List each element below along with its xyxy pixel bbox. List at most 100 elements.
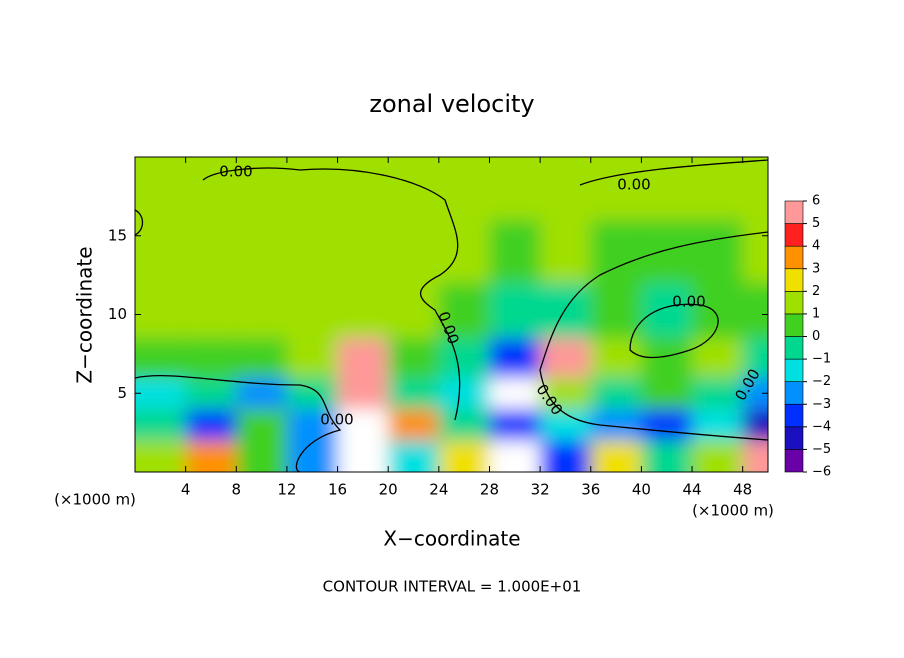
cell: [236, 409, 287, 441]
y-unit: (×1000 m): [54, 491, 136, 509]
cell: [236, 283, 287, 339]
cell: [692, 440, 743, 472]
y-tick-label: 5: [117, 384, 127, 402]
cell: [337, 338, 389, 378]
cell: [388, 377, 439, 409]
cell: [286, 377, 338, 409]
cell: [286, 157, 338, 220]
cell: [236, 440, 287, 472]
cell: [438, 377, 490, 409]
contour-label: 0.00: [672, 293, 705, 311]
cell: [337, 377, 389, 409]
cell: [742, 283, 768, 339]
cell: [388, 338, 439, 378]
cell: [742, 440, 768, 472]
contour-line: [135, 375, 342, 472]
cell: [337, 409, 389, 441]
cell: [185, 409, 237, 441]
contour-line: [202, 167, 461, 421]
cell: [590, 220, 642, 283]
cell: [185, 220, 237, 283]
x-tick-label: 8: [232, 481, 242, 499]
cell: [641, 220, 693, 283]
colorbar-label: −3: [812, 397, 831, 412]
cell: [540, 283, 591, 339]
colorbar-swatch: [784, 200, 804, 224]
colorbar-label: 1: [812, 306, 820, 321]
cell: [236, 338, 287, 378]
footnote: CONTOUR INTERVAL = 1.000E+01: [323, 578, 582, 596]
colorbar-swatch: [784, 449, 804, 473]
x-tick-label: 4: [181, 481, 191, 499]
colorbar-label: 6: [812, 194, 820, 209]
cell: [641, 440, 693, 472]
colorbar-label: −5: [812, 442, 831, 457]
colorbar-label: −6: [812, 465, 831, 480]
cell: [438, 157, 490, 220]
cell: [286, 440, 338, 472]
colorbar-label: 0: [812, 329, 820, 344]
cell: [135, 220, 186, 283]
cell: [135, 377, 186, 409]
cell: [692, 409, 743, 441]
cell: [438, 409, 490, 441]
cell: [742, 338, 768, 378]
colorbar-label: −4: [812, 419, 831, 434]
x-tick-label: 20: [379, 481, 398, 499]
cell: [135, 409, 186, 441]
cell: [185, 440, 237, 472]
cell: [489, 338, 541, 378]
cell: [590, 440, 642, 472]
cell: [540, 377, 591, 409]
cell: [489, 409, 541, 441]
contour-line: [629, 303, 719, 359]
x-tick-label: 36: [581, 481, 600, 499]
cell: [641, 409, 693, 441]
colorbar-swatch: [784, 381, 804, 405]
cell: [742, 220, 768, 283]
contour-label: 0.00: [219, 163, 252, 181]
cell: [692, 157, 743, 220]
contour-line: [539, 231, 768, 441]
cell: [489, 283, 541, 339]
contour-label: 0.00: [617, 176, 650, 194]
colorbar-label: −1: [812, 352, 831, 367]
x-tick-label: 32: [531, 481, 550, 499]
cell: [590, 338, 642, 378]
colorbar-swatch: [784, 358, 804, 382]
colorbar-label: 4: [812, 239, 820, 254]
colorbar-swatch: [784, 223, 804, 247]
colorbar-swatch: [784, 313, 804, 337]
cell: [590, 157, 642, 220]
cell: [286, 338, 338, 378]
contour-label: 0.00: [320, 411, 353, 429]
cell: [489, 157, 541, 220]
colorbar-label: −2: [812, 374, 831, 389]
cell: [438, 338, 490, 378]
cell: [540, 220, 591, 283]
y-tick-label: 10: [108, 305, 127, 323]
cell: [438, 220, 490, 283]
cell: [388, 283, 439, 339]
cell: [540, 157, 591, 220]
cell: [388, 157, 439, 220]
x-tick-label: 24: [429, 481, 448, 499]
colorbar-swatch: [784, 403, 804, 428]
colorbar-swatch: [784, 426, 804, 450]
cell: [135, 440, 186, 472]
chart-title: zonal velocity: [369, 90, 534, 118]
colorbar-label: 5: [812, 216, 820, 231]
x-axis-label: X−coordinate: [383, 527, 520, 551]
cell: [337, 440, 389, 472]
cell: [641, 377, 693, 409]
x-tick-label: 28: [480, 481, 499, 499]
x-tick-label: 48: [733, 481, 752, 499]
cell: [438, 283, 490, 339]
x-tick-label: 12: [277, 481, 296, 499]
x-tick-label: 40: [632, 481, 651, 499]
contour-line: [135, 209, 144, 236]
cell: [692, 283, 743, 339]
cell: [489, 440, 541, 472]
cell: [438, 440, 490, 472]
